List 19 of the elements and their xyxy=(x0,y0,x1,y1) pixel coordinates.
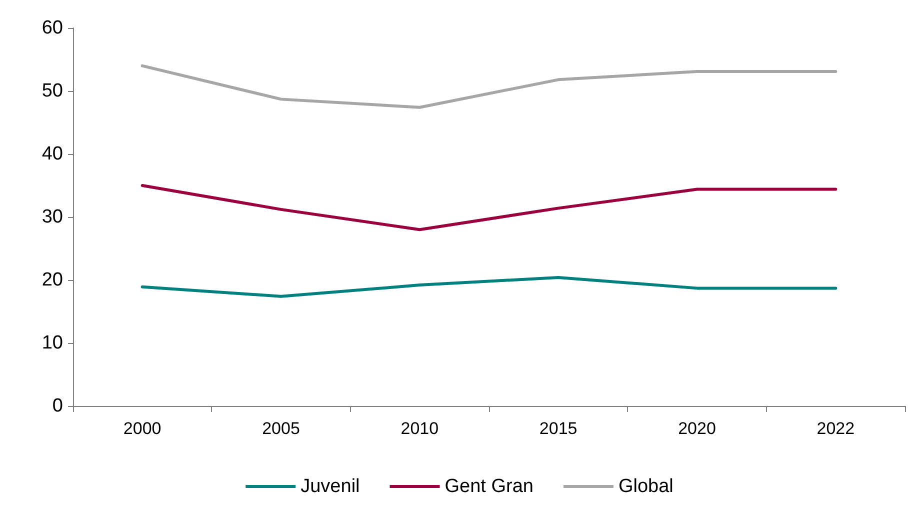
legend-label: Gent Gran xyxy=(444,476,534,497)
x-tick-label: 2020 xyxy=(678,419,716,438)
line-series xyxy=(140,276,838,298)
x-tick-label: 2022 xyxy=(816,419,855,438)
x-tick-label: 2005 xyxy=(262,419,300,438)
y-tick-label: 20 xyxy=(42,270,63,290)
legend-label: Juvenil xyxy=(300,476,360,497)
x-tick-label: 2015 xyxy=(539,419,578,438)
y-tick-label: 30 xyxy=(42,206,63,228)
y-tick-label: 40 xyxy=(42,144,63,164)
line-series xyxy=(140,184,838,232)
line-series xyxy=(140,64,838,109)
x-tick-label: 2000 xyxy=(123,419,162,438)
x-tick-label: 2010 xyxy=(400,419,439,438)
legend-label: Global xyxy=(618,476,674,497)
y-tick-label: 50 xyxy=(42,80,63,102)
y-tick-label: 60 xyxy=(42,18,63,38)
y-tick-label: 0 xyxy=(52,396,63,416)
y-tick-label: 10 xyxy=(42,332,63,354)
